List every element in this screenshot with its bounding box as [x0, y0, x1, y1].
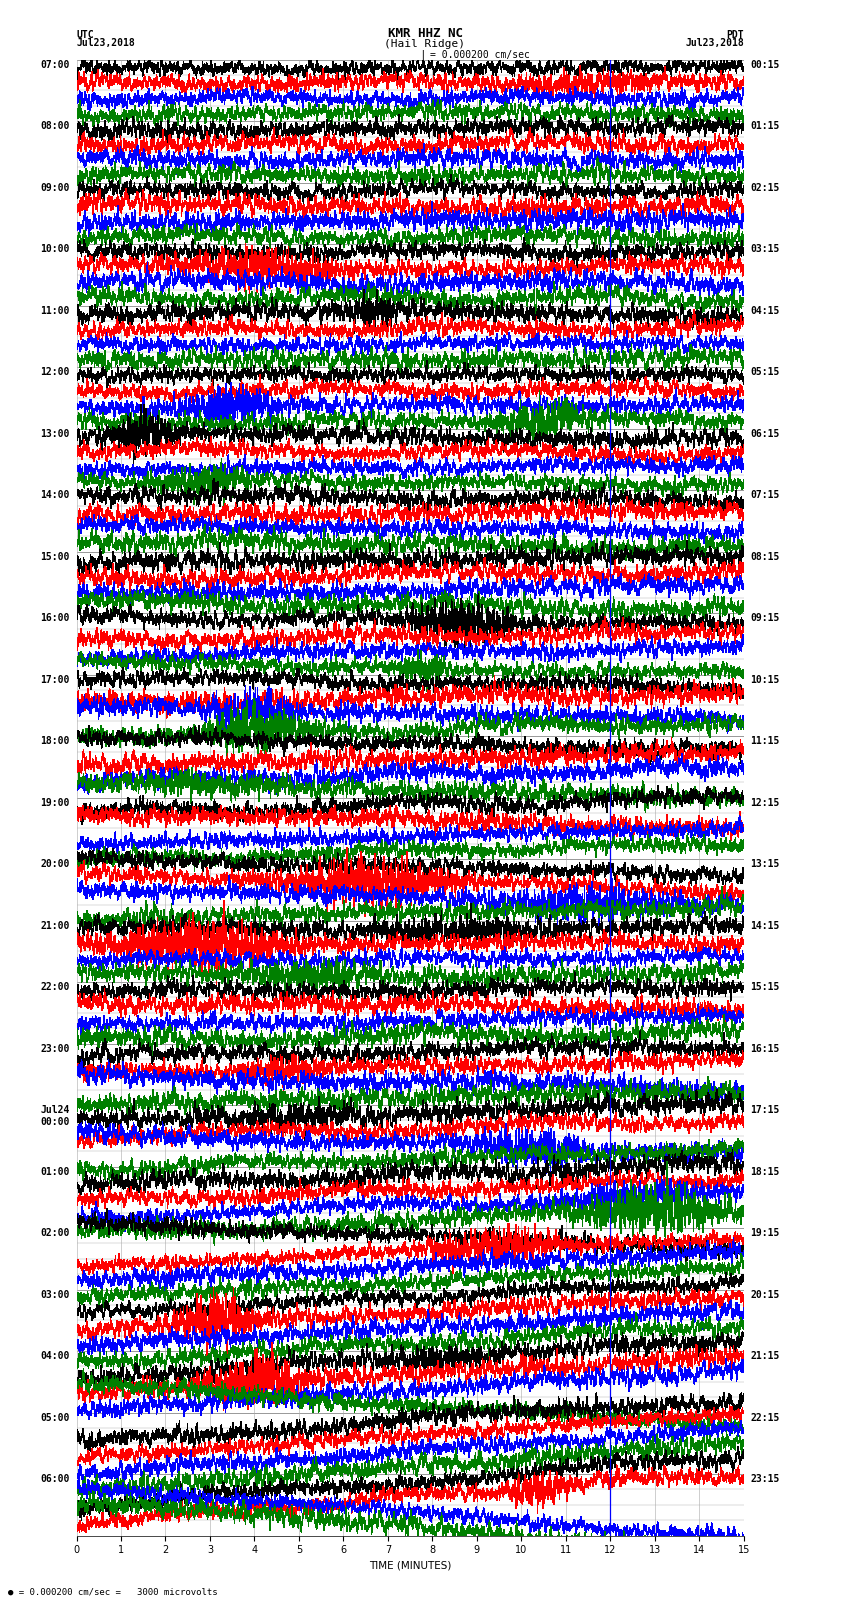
- Text: 20:00: 20:00: [41, 860, 70, 869]
- Text: 22:00: 22:00: [41, 982, 70, 992]
- Text: 00:15: 00:15: [751, 60, 779, 69]
- Text: 10:15: 10:15: [751, 674, 779, 684]
- Text: 23:15: 23:15: [751, 1474, 779, 1484]
- Text: 02:15: 02:15: [751, 182, 779, 192]
- Text: ● = 0.000200 cm/sec =   3000 microvolts: ● = 0.000200 cm/sec = 3000 microvolts: [8, 1587, 218, 1597]
- Text: 07:15: 07:15: [751, 490, 779, 500]
- Text: 22:15: 22:15: [751, 1413, 779, 1423]
- Text: 16:15: 16:15: [751, 1044, 779, 1053]
- Text: 15:15: 15:15: [751, 982, 779, 992]
- Text: 21:00: 21:00: [41, 921, 70, 931]
- Text: 05:00: 05:00: [41, 1413, 70, 1423]
- Text: (Hail Ridge): (Hail Ridge): [384, 39, 466, 50]
- Text: Jul24
00:00: Jul24 00:00: [41, 1105, 70, 1127]
- Text: 03:15: 03:15: [751, 244, 779, 255]
- Text: 06:15: 06:15: [751, 429, 779, 439]
- Text: 01:00: 01:00: [41, 1166, 70, 1176]
- Text: 04:00: 04:00: [41, 1352, 70, 1361]
- Text: 14:00: 14:00: [41, 490, 70, 500]
- Text: 13:00: 13:00: [41, 429, 70, 439]
- Text: 18:15: 18:15: [751, 1166, 779, 1176]
- Text: 12:15: 12:15: [751, 798, 779, 808]
- Text: 04:15: 04:15: [751, 306, 779, 316]
- Text: 02:00: 02:00: [41, 1227, 70, 1239]
- Text: Jul23,2018: Jul23,2018: [76, 37, 135, 47]
- Text: 11:15: 11:15: [751, 736, 779, 747]
- Text: 17:00: 17:00: [41, 674, 70, 684]
- Text: = 0.000200 cm/sec: = 0.000200 cm/sec: [429, 50, 530, 60]
- Text: 19:15: 19:15: [751, 1227, 779, 1239]
- Text: 23:00: 23:00: [41, 1044, 70, 1053]
- Text: 19:00: 19:00: [41, 798, 70, 808]
- Text: UTC: UTC: [76, 29, 94, 39]
- Text: KMR HHZ NC: KMR HHZ NC: [388, 26, 462, 39]
- Text: 09:15: 09:15: [751, 613, 779, 623]
- Text: 18:00: 18:00: [41, 736, 70, 747]
- Text: 15:00: 15:00: [41, 552, 70, 561]
- Text: 21:15: 21:15: [751, 1352, 779, 1361]
- Text: 20:15: 20:15: [751, 1290, 779, 1300]
- Text: 14:15: 14:15: [751, 921, 779, 931]
- Text: Jul23,2018: Jul23,2018: [685, 37, 744, 47]
- Text: 07:00: 07:00: [41, 60, 70, 69]
- Text: 06:00: 06:00: [41, 1474, 70, 1484]
- Text: 08:00: 08:00: [41, 121, 70, 131]
- Text: 10:00: 10:00: [41, 244, 70, 255]
- X-axis label: TIME (MINUTES): TIME (MINUTES): [369, 1561, 451, 1571]
- Text: 17:15: 17:15: [751, 1105, 779, 1115]
- Text: PDT: PDT: [726, 29, 744, 39]
- Text: 01:15: 01:15: [751, 121, 779, 131]
- Text: |: |: [420, 48, 426, 60]
- Text: 13:15: 13:15: [751, 860, 779, 869]
- Text: 11:00: 11:00: [41, 306, 70, 316]
- Text: 05:15: 05:15: [751, 368, 779, 377]
- Text: 16:00: 16:00: [41, 613, 70, 623]
- Text: 08:15: 08:15: [751, 552, 779, 561]
- Text: 03:00: 03:00: [41, 1290, 70, 1300]
- Text: 12:00: 12:00: [41, 368, 70, 377]
- Text: 09:00: 09:00: [41, 182, 70, 192]
